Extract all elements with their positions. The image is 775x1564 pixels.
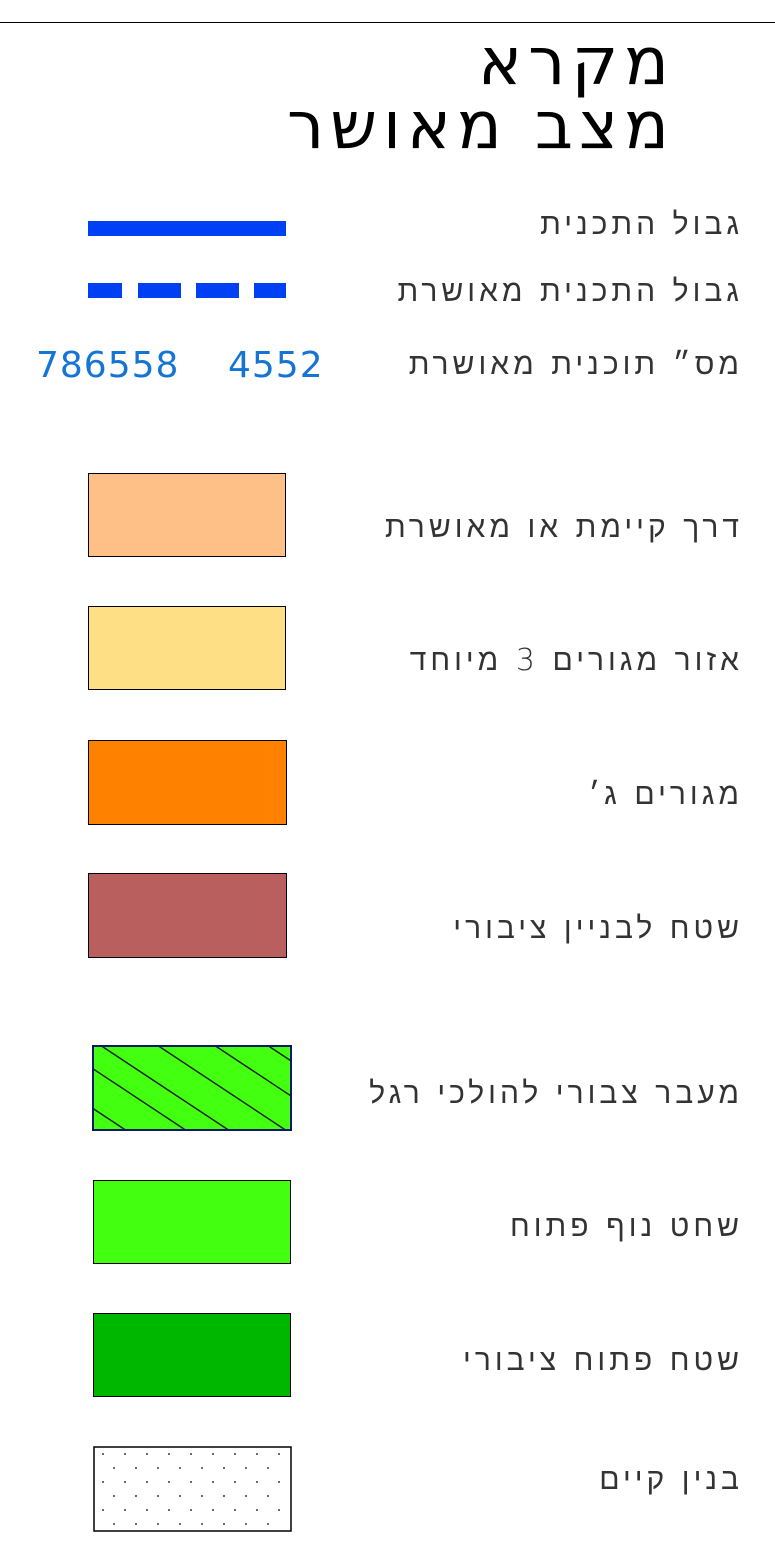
pedestrian-passage-swatch	[92, 1045, 292, 1131]
residential-c-swatch	[88, 740, 287, 825]
residential-3-special-label: אזור מגורים 3 מיוחד	[409, 643, 743, 678]
top-rule	[0, 22, 775, 23]
public-open-space-swatch	[93, 1313, 291, 1397]
road-swatch	[88, 473, 286, 557]
residential-c-label: מגורים ג׳	[588, 777, 743, 812]
existing-building-label: בנין קיים	[599, 1462, 743, 1497]
road-label: דרך קיימת או מאושרת	[384, 510, 743, 545]
approved-plan-number-1: 786558	[36, 345, 180, 386]
legend-title: מקרא	[477, 23, 675, 100]
open-landscape-label: שחט נוף פתוח	[509, 1209, 743, 1244]
legend-subtitle: מצב מאושר	[286, 87, 675, 164]
public-building-label: שטח לבניין ציבורי	[453, 911, 743, 946]
existing-building-swatch	[93, 1446, 292, 1532]
public-building-swatch	[88, 873, 287, 958]
plan-boundary-label: גבול התכנית	[540, 207, 743, 242]
plan-boundary-line-swatch	[88, 221, 286, 236]
residential-3-special-swatch	[88, 606, 286, 690]
approved-plan-number-label: מס״ תוכנית מאושרת	[408, 347, 743, 382]
public-open-space-label: שטח פתוח ציבורי	[463, 1343, 743, 1378]
approved-plan-number-2: 4552	[228, 345, 324, 386]
pedestrian-passage-label: מעבר צבורי להולכי רגל	[369, 1076, 743, 1111]
approved-plan-boundary-label: גבול התכנית מאושרת	[397, 274, 743, 309]
open-landscape-swatch	[93, 1180, 291, 1264]
